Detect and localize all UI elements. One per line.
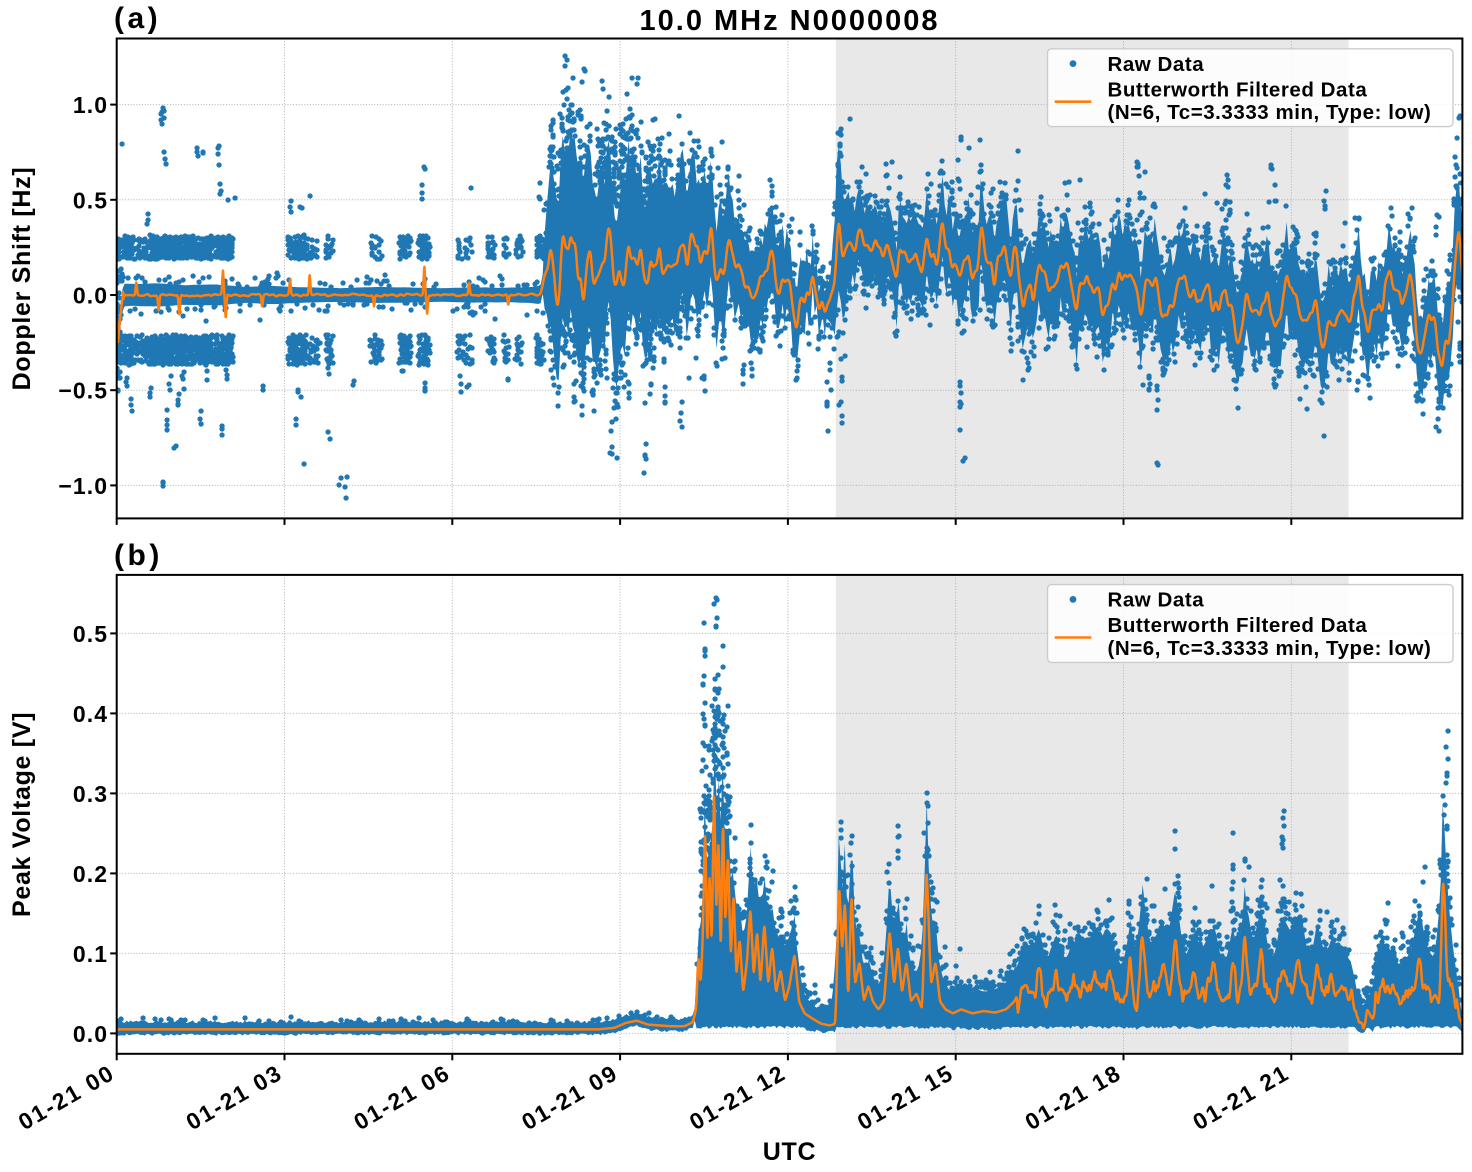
svg-text:−0.5: −0.5 (58, 378, 108, 404)
svg-text:10.0 MHz N0000008: 10.0 MHz N0000008 (640, 5, 940, 37)
svg-text:Doppler Shift [Hz]: Doppler Shift [Hz] (8, 167, 36, 391)
svg-text:(a): (a) (114, 2, 161, 35)
svg-text:(N=6, Tc=3.3333 min, Type: low: (N=6, Tc=3.3333 min, Type: low) (1108, 637, 1432, 660)
svg-text:0.3: 0.3 (73, 781, 108, 807)
svg-text:Butterworth Filtered Data: Butterworth Filtered Data (1108, 614, 1368, 637)
svg-text:0.0: 0.0 (73, 283, 108, 309)
svg-text:(b): (b) (114, 539, 163, 572)
svg-text:0.0: 0.0 (73, 1021, 108, 1047)
svg-text:0.2: 0.2 (73, 861, 108, 887)
svg-text:1.0: 1.0 (73, 92, 108, 118)
svg-text:Raw Data: Raw Data (1108, 589, 1205, 612)
svg-text:0.4: 0.4 (73, 701, 108, 727)
svg-text:0.1: 0.1 (73, 941, 108, 967)
svg-text:Peak Voltage [V]: Peak Voltage [V] (8, 712, 36, 917)
svg-text:Butterworth Filtered Data: Butterworth Filtered Data (1108, 78, 1368, 101)
svg-text:−1.0: −1.0 (58, 473, 108, 499)
svg-text:0.5: 0.5 (73, 187, 108, 213)
svg-text:Raw Data: Raw Data (1108, 53, 1205, 76)
svg-text:0.5: 0.5 (73, 621, 108, 647)
svg-text:UTC: UTC (763, 1138, 816, 1166)
svg-text:(N=6, Tc=3.3333 min, Type: low: (N=6, Tc=3.3333 min, Type: low) (1108, 101, 1432, 124)
